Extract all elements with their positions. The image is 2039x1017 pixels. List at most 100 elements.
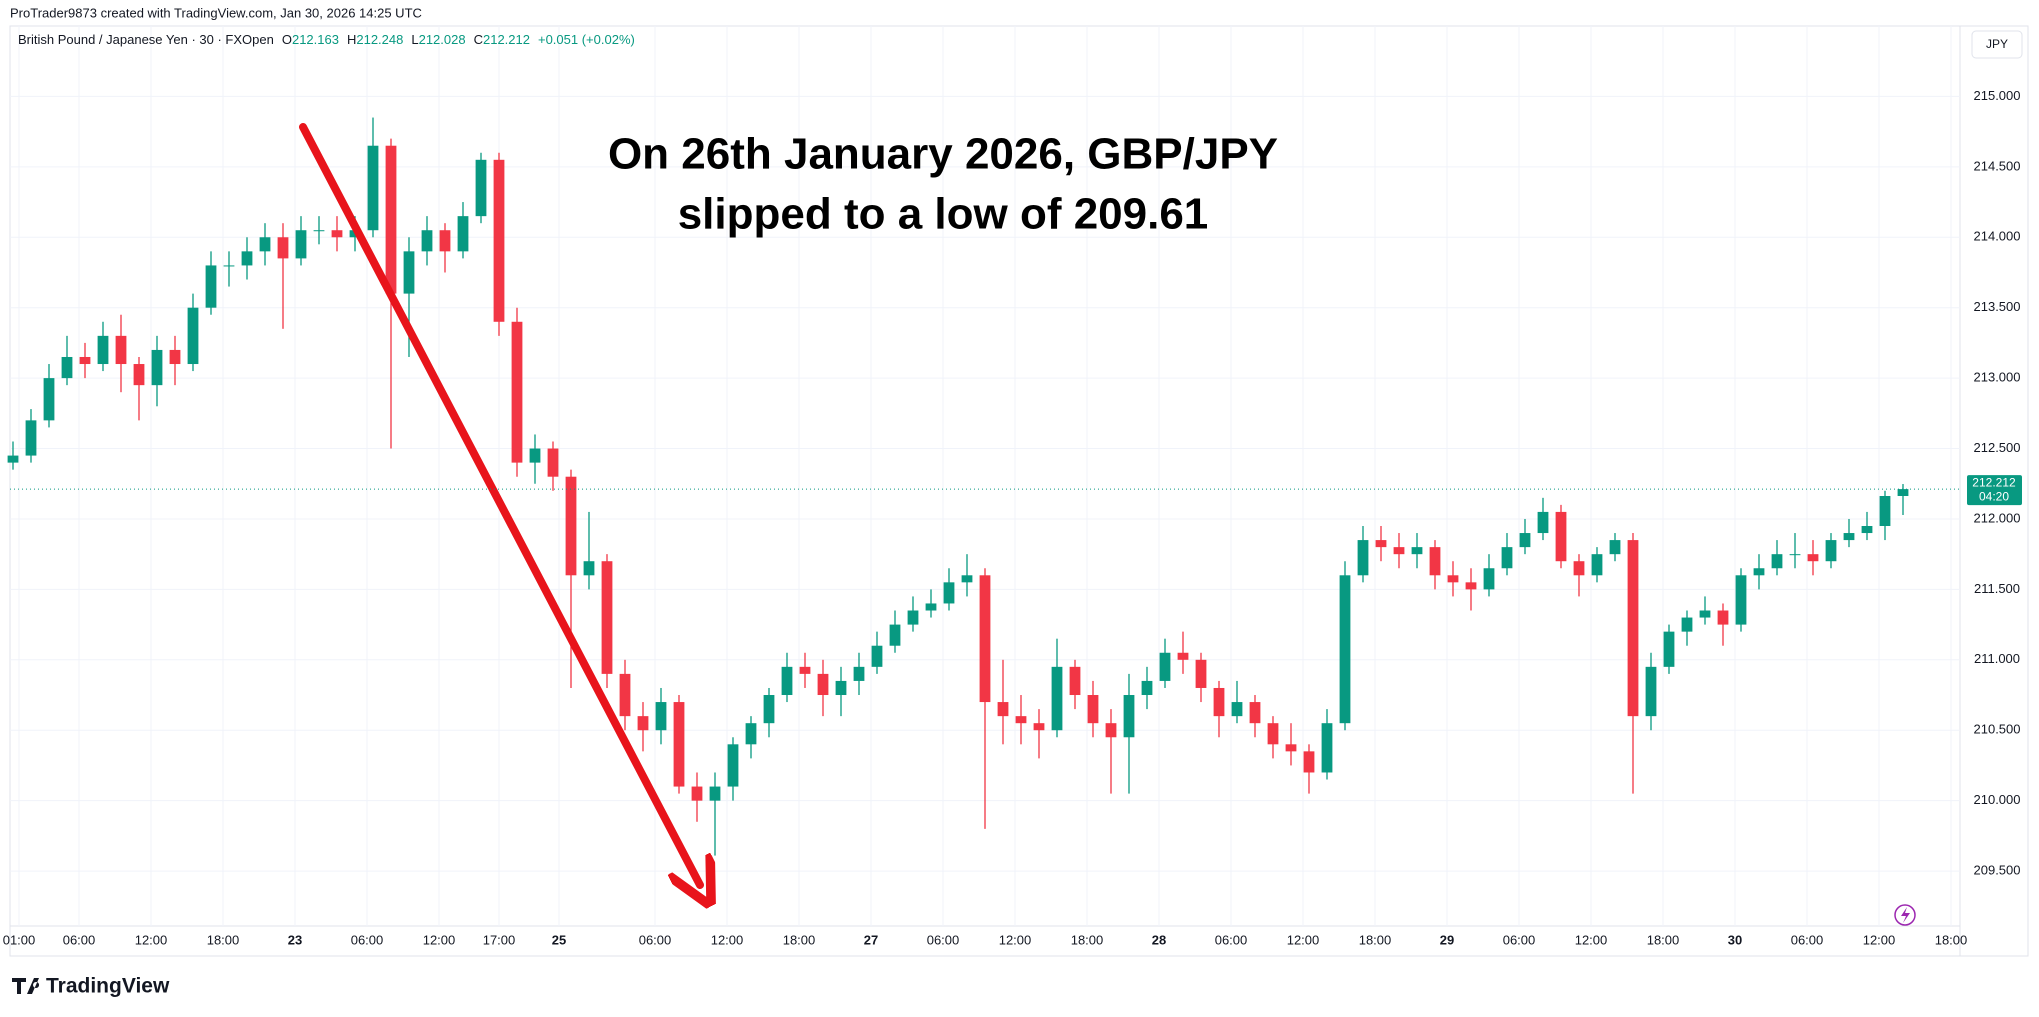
y-tick-label: 209.500: [1974, 863, 2021, 878]
candle-body: [619, 673, 631, 717]
candle-body: [1177, 652, 1189, 660]
candle-body: [601, 561, 613, 674]
x-tick-label: 12:00: [135, 932, 168, 947]
candle-body: [1303, 751, 1315, 773]
last-price-tag: [1967, 475, 2022, 506]
y-tick-label: 210.500: [1974, 722, 2021, 737]
candle-body: [1627, 540, 1639, 717]
currency-box[interactable]: [1971, 30, 2023, 59]
candle-body: [1015, 716, 1027, 724]
y-tick-label: 214.000: [1974, 229, 2021, 244]
candle-body: [1573, 561, 1585, 576]
logo: TradingView: [46, 975, 170, 998]
replay-icon[interactable]: [1894, 904, 1916, 926]
candle-body: [1555, 511, 1567, 562]
candle-body: [1429, 547, 1441, 576]
candle-body: [1537, 511, 1549, 534]
candle-body: [1717, 610, 1729, 625]
candle-body: [1681, 617, 1693, 632]
candle-body: [529, 448, 541, 463]
candle-body: [943, 582, 955, 604]
candle-body: [403, 251, 415, 294]
candle-body: [205, 265, 217, 308]
candle-body: [1375, 540, 1387, 548]
candle-body: [1591, 554, 1603, 576]
x-tick-label: 06:00: [351, 932, 384, 947]
candle-body: [421, 230, 433, 252]
candle-body: [187, 307, 199, 365]
ohlc-key: H: [347, 32, 356, 47]
candle-body: [781, 666, 793, 696]
x-tick-label: 12:00: [423, 932, 456, 947]
candle-body: [1663, 631, 1675, 667]
candle-body: [1141, 680, 1153, 696]
candle-body: [1321, 723, 1333, 773]
candle-body: [79, 356, 91, 365]
candle-body: [745, 723, 757, 745]
candle-body: [385, 145, 397, 294]
x-tick-label: 18:00: [1647, 932, 1680, 947]
candle-body: [223, 265, 235, 267]
candle-body: [151, 349, 163, 386]
candle-body: [1357, 540, 1369, 576]
candle-body: [1843, 533, 1855, 541]
candle-body: [1609, 540, 1621, 555]
candle-body: [1861, 526, 1873, 534]
x-tick-label: 06:00: [63, 932, 96, 947]
ohlc-value: 212.248: [356, 32, 403, 47]
candle-body: [1789, 554, 1801, 556]
y-tick-label: 213.500: [1974, 299, 2021, 314]
candle-body: [7, 455, 19, 463]
y-tick-label: 214.500: [1974, 158, 2021, 173]
candle-body: [1231, 702, 1243, 717]
ohlc-key: L: [411, 32, 418, 47]
candle-body: [907, 610, 919, 625]
candle-body: [277, 237, 289, 259]
chart-frame: [9, 25, 2029, 957]
candle-body: [475, 159, 487, 217]
candle-body: [1105, 723, 1117, 738]
candle-body: [709, 786, 721, 801]
candle-body: [997, 702, 1009, 717]
candle-body: [115, 335, 127, 365]
candle-body: [925, 603, 937, 611]
countdown: 04:20: [1979, 489, 2009, 503]
candle-body: [961, 575, 973, 583]
x-tick-label: 27: [864, 932, 878, 947]
candle-body: [1879, 496, 1891, 526]
candle-body: [511, 321, 523, 463]
x-tick-label: 12:00: [711, 932, 744, 947]
candles: [7, 117, 1909, 856]
candle-body: [1267, 723, 1279, 745]
currency[interactable]: JPY: [1986, 37, 2008, 51]
x-tick-label: 01:00: [3, 932, 36, 947]
symbol-title: British Pound / Japanese Yen · 30 · FXOp…: [18, 32, 274, 47]
candle-body: [853, 666, 865, 681]
candle-body: [1069, 666, 1081, 696]
candle-body: [1213, 687, 1225, 717]
candle-body: [1825, 540, 1837, 562]
candle-body: [1123, 695, 1135, 738]
attribution: ProTrader9873 created with TradingView.c…: [10, 5, 422, 20]
x-tick-label: 06:00: [1791, 932, 1824, 947]
candle-body: [565, 476, 577, 576]
candle-body: [1897, 489, 1909, 496]
x-tick-label: 18:00: [1359, 932, 1392, 947]
candle-body: [547, 448, 559, 477]
x-tick-label: 06:00: [1215, 932, 1248, 947]
candle-body: [61, 356, 73, 379]
x-tick-label: 25: [552, 932, 566, 947]
candle-body: [1285, 744, 1297, 752]
x-tick-label: 17:00: [483, 932, 516, 947]
annotation: On 26th January 2026, GBP/JPY: [608, 130, 1278, 179]
x-tick-label: 12:00: [1575, 932, 1608, 947]
candle-body: [493, 159, 505, 322]
candle-body: [1771, 554, 1783, 569]
candle-body: [1735, 575, 1747, 625]
candle-body: [871, 645, 883, 667]
replay-icon-bolt: [1901, 907, 1910, 923]
x-tick-label: 06:00: [639, 932, 672, 947]
last-price-label: 212.212: [1972, 475, 2016, 489]
candle-body: [979, 575, 991, 703]
candle-body: [97, 335, 109, 365]
